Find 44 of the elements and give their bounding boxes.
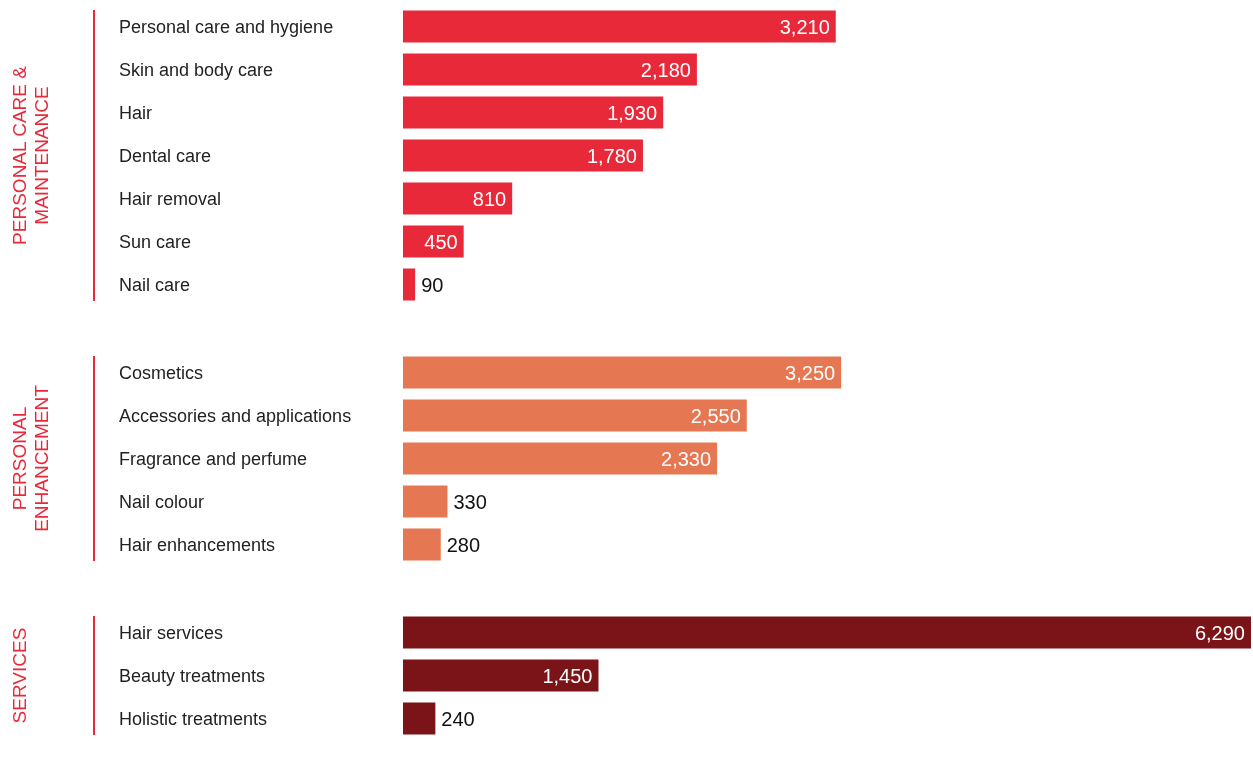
y-axis-title: SERVICES (8, 627, 30, 724)
data-label: 2,550 (690, 404, 741, 427)
bar (403, 399, 747, 432)
y-tick-label: Nail colour (119, 491, 205, 512)
data-label: 330 (453, 490, 487, 513)
data-label: 1,780 (586, 144, 637, 167)
bar (403, 139, 643, 172)
data-label: 6,290 (1194, 621, 1245, 644)
bar (403, 356, 842, 389)
data-label: 450 (424, 230, 458, 253)
bar (403, 10, 836, 43)
data-label: 2,180 (640, 58, 691, 81)
y-tick-label: Hair (119, 102, 153, 123)
bar (403, 96, 664, 129)
data-label: 3,250 (785, 361, 836, 384)
y-tick-label: Accessories and applications (119, 405, 352, 426)
y-tick-label: Beauty treatments (119, 665, 266, 686)
bar (403, 528, 441, 561)
y-tick-label: Dental care (119, 145, 212, 166)
bar (403, 53, 697, 86)
data-label: 1,930 (607, 101, 658, 124)
y-tick-label: Nail care (119, 274, 191, 295)
y-tick-label: Holistic treatments (119, 708, 268, 729)
y-tick-label: Fragrance and perfume (119, 448, 308, 469)
y-tick-label: Skin and body care (119, 59, 274, 80)
y-tick-label: Hair enhancements (119, 534, 276, 555)
data-label: 2,330 (661, 447, 712, 470)
bar (403, 182, 513, 215)
y-tick-label: Cosmetics (119, 362, 204, 383)
y-axis-title: PERSONAL ENHANCEMENT (8, 384, 52, 532)
data-label: 280 (446, 533, 481, 556)
y-tick-label: Sun care (119, 231, 192, 252)
bar (403, 442, 718, 475)
y-tick-label: Personal care and hygiene (119, 16, 334, 37)
bar (403, 485, 448, 518)
data-label: 1,450 (542, 664, 593, 687)
data-label: 3,210 (779, 15, 830, 38)
y-tick-label: Hair services (119, 622, 224, 643)
y-tick-label: Hair removal (119, 188, 222, 209)
data-label: 90 (421, 273, 444, 296)
y-axis-title: PERSONAL CARE & MAINTENANCE (8, 65, 52, 245)
bar (403, 268, 416, 301)
data-label: 810 (472, 187, 507, 210)
data-label: 240 (441, 707, 475, 730)
